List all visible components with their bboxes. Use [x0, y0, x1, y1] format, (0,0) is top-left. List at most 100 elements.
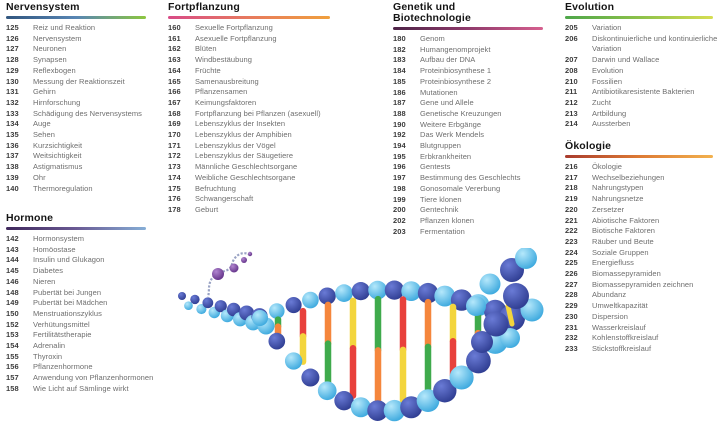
- toc-entry-label: Mutationen: [420, 87, 458, 97]
- toc-entry: 161 Asexuelle Fortpflanzung: [168, 34, 338, 45]
- toc-entry-label: Sexuelle Fortpflanzung: [195, 23, 273, 32]
- toc-entry-label: Biomassepyramiden zeichnen: [592, 279, 694, 289]
- toc-entry-label: Biomassepyramiden: [592, 269, 661, 279]
- toc-entry-page-number: 157: [6, 373, 19, 383]
- toc-entry-label: Pubertät bei Mädchen: [33, 298, 108, 308]
- toc-entry-page-number: 152: [6, 319, 19, 329]
- toc-entry-label: Gene und Allele: [420, 98, 474, 108]
- toc-entry-page-number: 228: [565, 290, 578, 300]
- toc-entry-page-number: 210: [565, 76, 578, 86]
- toc-entry-label: Insulin und Glukagon: [33, 255, 105, 265]
- toc-entry: 208 Evolution: [565, 66, 720, 77]
- toc-entry: 166 Pflanzensamen: [168, 87, 338, 98]
- toc-entry: 175 Befruchtung: [168, 184, 338, 195]
- toc-list: 125 Reiz und Reaktion 126 Nervensystem 127 Ne…: [6, 23, 158, 194]
- toc-entry: 232 Kohlenstoffkreislauf: [565, 333, 720, 344]
- toc-entry-label: Keimungsfaktoren: [195, 97, 257, 107]
- toc-entry-page-number: 130: [6, 76, 19, 86]
- toc-entry-label: Diabetes: [33, 266, 64, 276]
- toc-entry-label: Humangenomprojekt: [420, 44, 491, 54]
- toc-entry: 178 Geburt: [168, 205, 338, 216]
- toc-entry-label: Lebenszyklus der Säugetiere: [195, 151, 294, 161]
- toc-entry-label: Blutgruppen: [420, 141, 461, 151]
- toc-entry-label: Schädigung des Nervensystems: [33, 108, 142, 118]
- toc-entry-page-number: 203: [393, 226, 406, 236]
- toc-entry-page-number: 144: [6, 255, 19, 265]
- toc-entry: 219 Nahrungsnetze: [565, 194, 720, 205]
- toc-entry-page-number: 200: [393, 205, 406, 215]
- toc-entry-label: Geburt: [195, 204, 219, 214]
- toc-entry: 192 Das Werk Mendels: [393, 130, 549, 141]
- toc-list: 216 Ökologie 217 Wechselbeziehungen 218 Nahru…: [565, 162, 720, 355]
- section-genetik-und-biotechnologie: Genetik und Biotechnologie 180 Genom 182 Hu…: [393, 0, 549, 237]
- dna-illustration: [160, 248, 570, 423]
- toc-entry-page-number: 149: [6, 298, 19, 308]
- toc-entry-label: Menstruationszyklus: [33, 308, 102, 318]
- toc-entry-page-number: 133: [6, 108, 19, 118]
- toc-entry-page-number: 172: [168, 151, 181, 161]
- toc-entry-label: Männliche Geschlechtsorgane: [195, 162, 298, 172]
- toc-entry-page-number: 187: [393, 98, 406, 108]
- toc-entry-label: Nieren: [33, 276, 56, 286]
- toc-entry-label: Abiotische Faktoren: [592, 215, 660, 225]
- toc-entry-label: Evolution: [592, 65, 624, 75]
- toc-entry-label: Weitere Erbgänge: [420, 119, 482, 129]
- toc-entry-label: Reflexbogen: [33, 65, 76, 75]
- toc-entry: 150 Menstruationszyklus: [6, 309, 158, 320]
- toc-entry-label: Lebenszyklus der Insekten: [195, 119, 286, 129]
- toc-entry-page-number: 232: [565, 333, 578, 343]
- toc-entry: 170 Lebenszyklus der Amphibien: [168, 130, 338, 141]
- section-underline-bar: [6, 227, 146, 230]
- toc-list: 160 Sexuelle Fortpflanzung 161 Asexuelle Fo…: [168, 23, 338, 216]
- toc-entry-label: Schwangerschaft: [195, 194, 254, 204]
- section-title-hormone: Hormone: [6, 212, 54, 224]
- toc-entry: 186 Mutationen: [393, 88, 549, 99]
- toc-entry-page-number: 198: [393, 183, 406, 193]
- toc-entry: 213 Artbildung: [565, 109, 720, 120]
- toc-entry-label: Biotische Faktoren: [592, 226, 656, 236]
- toc-entry-label: Aufbau der DNA: [420, 55, 476, 65]
- toc-entry-page-number: 163: [168, 55, 181, 65]
- toc-entry-page-number: 224: [565, 247, 578, 257]
- toc-entry-label: Anwendung von Pflanzenhormonen: [33, 373, 154, 383]
- toc-entry-label: Darwin und Wallace: [592, 55, 660, 65]
- toc-entry: 214 Aussterben: [565, 119, 720, 130]
- toc-entry-label: Befruchtung: [195, 183, 236, 193]
- toc-entry: 174 Weibliche Geschlechtsorgane: [168, 173, 338, 184]
- toc-entry-page-number: 225: [565, 258, 578, 268]
- toc-entry-page-number: 148: [6, 287, 19, 297]
- toc-entry-page-number: 136: [6, 140, 19, 150]
- toc-entry-label: Fortpflanzung bei Pflanzen (asexuell): [195, 108, 321, 118]
- toc-list: 180 Genom 182 Humangenomprojekt 183 Aufbau de…: [393, 34, 549, 237]
- toc-entry: 149 Pubertät bei Mädchen: [6, 298, 158, 309]
- toc-entry: 182 Humangenomprojekt: [393, 45, 549, 56]
- toc-entry: 137 Weitsichtigkeit: [6, 151, 158, 162]
- toc-entry-page-number: 143: [6, 244, 19, 254]
- toc-entry-page-number: 132: [6, 97, 19, 107]
- toc-entry-label: Gentechnik: [420, 205, 459, 215]
- toc-entry: 136 Kurzsichtigkeit: [6, 141, 158, 152]
- toc-entry-label: Dispersion: [592, 311, 628, 321]
- toc-entry-page-number: 138: [6, 162, 19, 172]
- toc-entry-label: Proteinbiosynthese 2: [420, 76, 492, 86]
- toc-entry-page-number: 171: [168, 140, 181, 150]
- toc-entry: 157 Anwendung von Pflanzenhormonen: [6, 373, 158, 384]
- toc-entry: 132 Hirnforschung: [6, 98, 158, 109]
- toc-entry-page-number: 214: [565, 119, 578, 129]
- toc-entry: 155 Thyroxin: [6, 352, 158, 363]
- toc-entry: 134 Auge: [6, 119, 158, 130]
- toc-entry-page-number: 227: [565, 279, 578, 289]
- toc-entry-page-number: 233: [565, 343, 578, 353]
- toc-entry: 200 Gentechnik: [393, 205, 549, 216]
- toc-entry: 158 Wie Licht auf Sämlinge wirkt: [6, 384, 158, 395]
- toc-entry: 194 Blutgruppen: [393, 141, 549, 152]
- toc-entry-page-number: 145: [6, 266, 19, 276]
- toc-entry: 184 Proteinbiosynthese 1: [393, 66, 549, 77]
- toc-entry: 139 Ohr: [6, 173, 158, 184]
- toc-entry-label: Stickstoffkreislauf: [592, 343, 652, 353]
- toc-entry: 222 Biotische Faktoren: [565, 226, 720, 237]
- toc-entry: 202 Pflanzen klonen: [393, 216, 549, 227]
- toc-entry-label: Früchte: [195, 65, 221, 75]
- toc-entry-page-number: 202: [393, 215, 406, 225]
- toc-entry-label: Ökologie: [592, 162, 623, 171]
